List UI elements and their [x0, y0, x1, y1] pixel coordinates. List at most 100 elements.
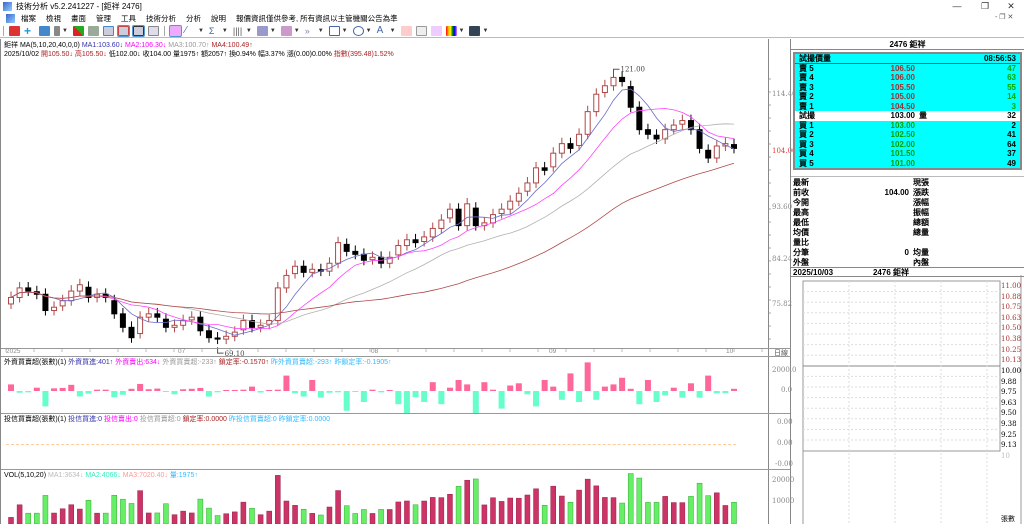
volume-bar: [68, 504, 74, 524]
candle-body: [412, 239, 419, 244]
updown-icon[interactable]: [72, 26, 84, 36]
window3-icon[interactable]: [131, 25, 145, 37]
candlestick-chart[interactable]: 121.00 69.10: [1, 39, 791, 524]
foreign-bar: [378, 391, 385, 393]
volume-bar: [645, 502, 651, 524]
candle-body: [154, 313, 161, 318]
window4-icon[interactable]: [147, 26, 159, 36]
foreign-bar: [309, 380, 316, 391]
compare-icon[interactable]: [87, 26, 99, 36]
ask-row[interactable]: 賣 1 104.50 3: [795, 102, 1020, 112]
eraser-icon[interactable]: [415, 26, 427, 36]
candle-body: [455, 208, 462, 227]
ask-row[interactable]: 賣 2 105.00 14: [795, 92, 1020, 102]
volume-bar: [189, 512, 195, 524]
foreign-header: 外資買賣超(張數)(1) 外資買進:401↑ 外資賣出:634↓ 外資買賣超:-…: [4, 357, 392, 367]
info-label2: 總額: [913, 217, 929, 227]
menu-help[interactable]: 說明: [211, 14, 226, 23]
candle-body: [223, 335, 230, 340]
candle-body: [679, 120, 686, 125]
color-palette-icon[interactable]: [445, 26, 457, 36]
mini-tick: 10.13: [1001, 356, 1022, 365]
window1-icon[interactable]: [102, 26, 114, 36]
foreign-bar: [472, 391, 479, 413]
info-row: 均價 總量: [791, 227, 1024, 237]
ellipse-tool-icon[interactable]: [352, 26, 364, 36]
ask-row[interactable]: 賣 4 106.00 63: [795, 73, 1020, 83]
volume-bar: [627, 473, 634, 524]
y-tick: 114.40: [772, 90, 797, 98]
chart-type-icon[interactable]: [9, 26, 20, 36]
foreign-bar: [533, 391, 540, 407]
title-bar: 技術分析 v5.2.241227 - [鉅祥 2476] — ❐ ✕: [0, 0, 1024, 12]
text-tool-icon[interactable]: A: [376, 25, 384, 36]
menu-manage[interactable]: 管理: [96, 14, 111, 23]
menu-file[interactable]: 檔案: [21, 14, 36, 23]
zero-line: [6, 444, 736, 445]
candle-body: [51, 306, 58, 312]
foreign-bar: [687, 383, 694, 391]
period-lines-icon[interactable]: ||||: [232, 26, 243, 36]
volume-bar: [42, 495, 49, 524]
bid-row[interactable]: 買 2 102.50 41: [795, 130, 1020, 140]
menu-screen[interactable]: 畫面: [71, 14, 86, 23]
mini-tick: 9.25: [1001, 430, 1017, 439]
info-date: 2025/10/03: [793, 267, 834, 277]
intraday-chart[interactable]: [791, 275, 1024, 524]
level-label: 賣 1: [799, 101, 814, 111]
period-label[interactable]: 日線: [774, 350, 788, 357]
mdi-controls[interactable]: - ❐ ✕: [995, 14, 1014, 21]
volume-bar: [343, 505, 350, 524]
save-icon[interactable]: [469, 26, 481, 36]
menu-analysis[interactable]: 分析: [186, 14, 201, 23]
foreign-bar: [33, 387, 40, 391]
volume-bar: [249, 508, 255, 524]
foreign-bar: [214, 391, 221, 393]
close-button[interactable]: ✕: [1007, 1, 1015, 11]
draw-tool-icon[interactable]: [168, 25, 182, 37]
app-menu-icon[interactable]: [6, 14, 15, 23]
delete-drawing-icon[interactable]: [400, 26, 412, 36]
volume-bar: [137, 490, 143, 524]
volume-bar: [85, 500, 92, 524]
grid-icon[interactable]: [39, 26, 50, 36]
fan-tool-icon[interactable]: [256, 26, 268, 36]
volume-bar: [180, 510, 186, 524]
rectangle-tool-icon[interactable]: [328, 26, 340, 36]
level-label: 買 3: [799, 139, 814, 149]
bid-row[interactable]: 買 1 103.00 2: [795, 121, 1020, 131]
candle-body: [249, 320, 255, 328]
ask-row[interactable]: 賣 3 105.50 55: [795, 83, 1020, 93]
crosshair-icon[interactable]: +: [24, 24, 32, 38]
bid-row[interactable]: 買 3 102.00 64: [795, 140, 1020, 150]
foreign-bar: [481, 382, 488, 391]
candle-body: [696, 129, 703, 149]
minimize-button[interactable]: —: [952, 1, 962, 11]
bid-row[interactable]: 買 4 101.50 37: [795, 149, 1020, 159]
candle-body: [300, 265, 307, 273]
foreign-bar: [94, 389, 101, 391]
line-tool-icon[interactable]: ⁄: [184, 25, 187, 36]
mini-tick: 9.13: [1001, 441, 1017, 450]
menu-view[interactable]: 檢視: [46, 14, 61, 23]
info-row: 外盤 內盤: [791, 257, 1024, 267]
info-label2: 漲幅: [913, 197, 929, 207]
restore-button[interactable]: ❐: [980, 1, 990, 11]
foreign-bar: [231, 390, 238, 391]
menu-technical[interactable]: 技術分析: [146, 14, 176, 23]
arrow-tool-icon[interactable]: »: [304, 26, 310, 36]
foreign-bar: [584, 362, 591, 391]
gann-tool-icon[interactable]: [280, 26, 292, 36]
bars-icon[interactable]: [54, 26, 60, 36]
print-icon[interactable]: [430, 26, 442, 36]
fib-tool-icon[interactable]: Σ: [208, 26, 215, 36]
bid-row[interactable]: 買 5 101.00 49: [795, 159, 1020, 169]
window2-icon[interactable]: [116, 25, 130, 37]
chart-area[interactable]: 鉅祥 MA(5,10,20,40,0,0) MA1:103.60↓ MA2:10…: [0, 39, 797, 524]
dealer-buy: 投信買進:0: [68, 416, 103, 423]
menu-tools[interactable]: 工具: [121, 14, 136, 23]
ask-row[interactable]: 賣 5 106.50 47: [795, 64, 1020, 74]
candle-body: [8, 296, 14, 305]
dealer-prev-rate: 昨鎖定率:0.0000: [278, 416, 331, 423]
info-label: 分筆: [793, 247, 809, 257]
